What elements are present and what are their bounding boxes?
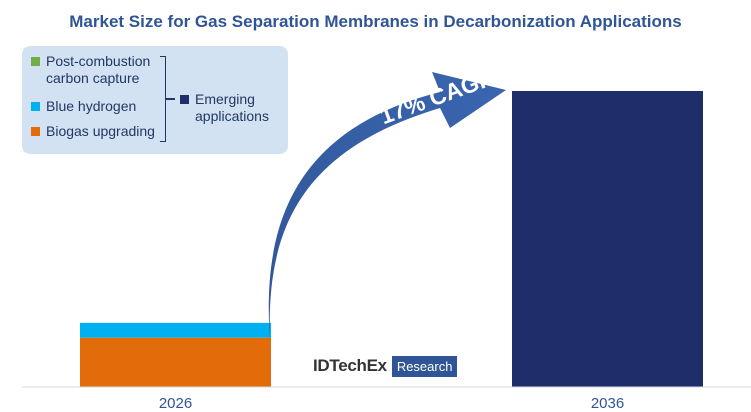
legend-bracket-tick [165, 98, 175, 100]
legend-label-biogas: Biogas upgrading [46, 123, 155, 139]
chart-title: Market Size for Gas Separation Membranes… [69, 12, 682, 31]
idtechex-logo: IDTechEx Research [313, 355, 458, 377]
logo-tag: Research [391, 355, 458, 377]
legend-label-emerging: Emerging applications [195, 91, 269, 124]
bar-2026-blue-hydrogen [80, 322, 271, 338]
legend-swatch-emerging [180, 95, 189, 104]
legend-label-post-combustion: Post-combustion carbon capture [46, 53, 151, 86]
x-tick-label-2026: 2026 [159, 395, 192, 412]
cagr-arrow [268, 72, 506, 340]
bar-2026-biogas-upgrading [80, 337, 271, 387]
legend-swatch-blue-hydrogen [31, 102, 40, 111]
legend-swatch-post-combustion [31, 57, 40, 66]
logo-wordmark: IDTechEx [313, 356, 387, 375]
x-tick-label-2036: 2036 [591, 395, 624, 412]
bar-2036-emerging-applications [512, 91, 703, 387]
legend-swatch-biogas [31, 127, 40, 136]
legend: Post-combustion carbon capture Blue hydro… [22, 46, 288, 154]
legend-label-blue-hydrogen: Blue hydrogen [46, 98, 137, 114]
